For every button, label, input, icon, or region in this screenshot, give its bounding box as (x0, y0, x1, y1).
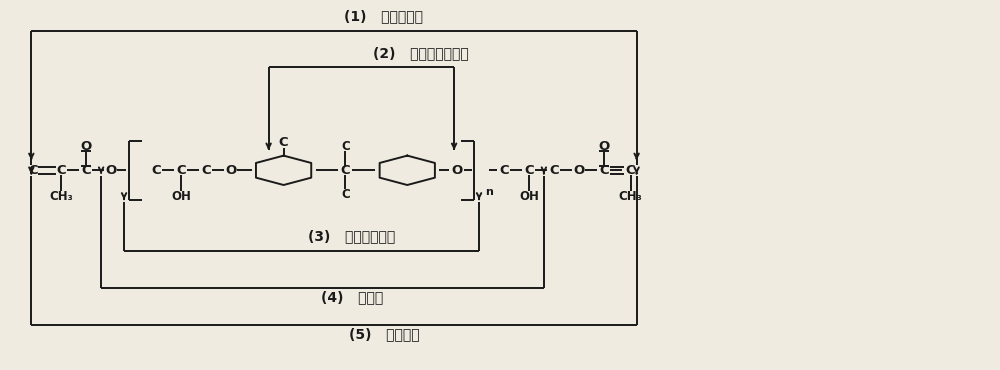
Text: (4)   洸润性: (4) 洸润性 (321, 290, 384, 304)
Text: C: C (626, 164, 635, 177)
Text: (2)   物理性能耐热性: (2) 物理性能耐热性 (373, 46, 469, 60)
Text: C: C (151, 164, 161, 177)
Text: C: C (56, 164, 66, 177)
Text: OH: OH (519, 189, 539, 202)
Text: CH₃: CH₃ (49, 189, 73, 202)
Text: C: C (28, 164, 38, 177)
Text: C: C (279, 136, 288, 149)
Text: OH: OH (171, 189, 191, 202)
Text: C: C (341, 140, 350, 153)
Text: (1)   高反应活性: (1) 高反应活性 (344, 9, 423, 23)
Text: C: C (201, 164, 211, 177)
Text: O: O (451, 164, 463, 177)
Text: O: O (598, 140, 609, 153)
Text: O: O (105, 164, 117, 177)
Text: C: C (341, 188, 350, 201)
Text: C: C (341, 164, 350, 177)
Text: C: C (499, 164, 509, 177)
Text: C: C (549, 164, 559, 177)
Text: O: O (225, 164, 236, 177)
Text: C: C (524, 164, 534, 177)
Text: C: C (599, 164, 609, 177)
Text: (5)   耔化学性: (5) 耔化学性 (349, 327, 419, 341)
Text: n: n (485, 187, 493, 197)
Text: O: O (573, 164, 584, 177)
Text: (3)   柔韧耐冲击性: (3) 柔韧耐冲击性 (308, 229, 395, 243)
Text: CH₃: CH₃ (619, 189, 643, 202)
Text: C: C (176, 164, 186, 177)
Text: O: O (81, 140, 92, 153)
Text: C: C (81, 164, 91, 177)
